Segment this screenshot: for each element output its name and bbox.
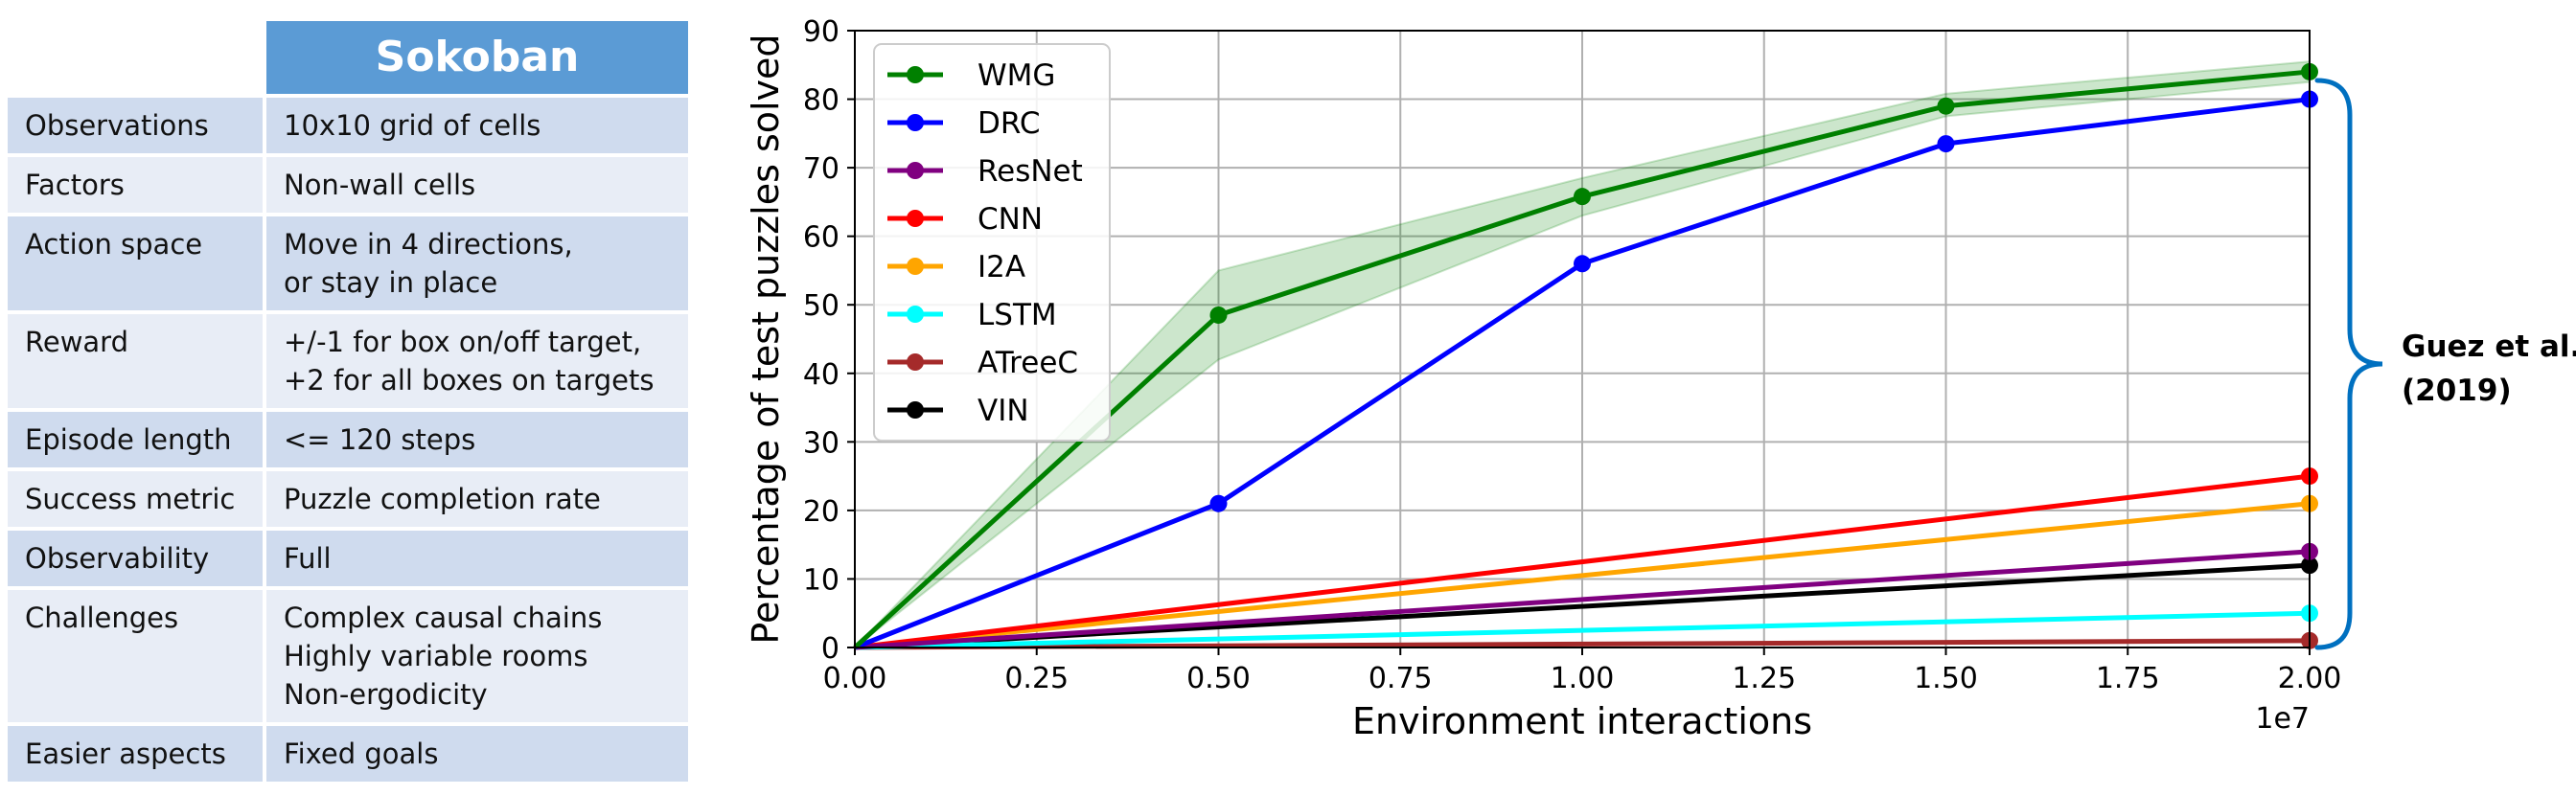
x-tick-label: 1.00 <box>1551 662 1615 695</box>
legend-label: LSTM <box>978 298 1057 332</box>
y-tick-label: 10 <box>803 563 840 597</box>
y-tick-label: 80 <box>803 84 840 118</box>
data-point <box>1574 188 1591 206</box>
row-label: Observability <box>8 531 263 586</box>
series-line <box>854 501 2311 650</box>
table-row: Easier aspects Fixed goals <box>8 726 688 782</box>
x-tick-label: 0.00 <box>823 662 887 695</box>
table-row: Success metric Puzzle completion rate <box>8 471 688 527</box>
data-point <box>1574 255 1591 273</box>
row-label: Observations <box>8 98 263 153</box>
x-tick-label: 0.75 <box>1368 662 1433 695</box>
x-axis-offset-label: 1e7 <box>2255 702 2310 736</box>
legend-swatch-marker <box>907 258 924 275</box>
series-line <box>854 638 2311 650</box>
table-row: Reward +/-1 for box on/off target, +2 for… <box>8 314 688 408</box>
data-point <box>1209 306 1228 324</box>
row-value: Complex causal chains Highly variable ro… <box>266 590 688 722</box>
y-tick-label: 50 <box>803 289 840 323</box>
annotation-line1: Guez et al. <box>2402 329 2576 364</box>
legend-label: VIN <box>978 394 1029 428</box>
guez-annotation: Guez et al. (2019) <box>2314 78 2576 650</box>
legend-label: ATreeC <box>978 346 1078 380</box>
legend-label: DRC <box>978 106 1041 141</box>
legend-box <box>873 43 1111 442</box>
data-point <box>1937 135 1955 153</box>
y-tick-label: 0 <box>821 632 840 666</box>
legend-label: CNN <box>978 202 1043 237</box>
series-i2a <box>854 494 2318 650</box>
table-title: Sokoban <box>266 21 688 94</box>
table-row: Action space Move in 4 directions, or sta… <box>8 216 688 310</box>
row-value: +/-1 for box on/off target, +2 for all b… <box>266 314 688 408</box>
table-header-row: Sokoban <box>8 21 688 94</box>
x-axis-label: Environment interactions <box>1352 700 1812 742</box>
legend-swatch-marker <box>907 210 924 227</box>
y-axis-label: Percentage of test puzzles solved <box>745 34 787 644</box>
y-tick-label: 90 <box>803 15 840 49</box>
axis-ticks: 0.00 0.25 0.50 0.75 1.00 1.25 1.50 1.75 2.00 0 10 2… <box>803 15 2342 695</box>
y-tick-label: 70 <box>803 152 840 186</box>
legend-label: ResNet <box>978 154 1083 189</box>
row-value: <= 120 steps <box>266 412 688 467</box>
table-row: Observations 10x10 grid of cells <box>8 98 688 153</box>
legend-swatch-marker <box>907 66 924 83</box>
row-label: Action space <box>8 216 263 310</box>
legend-swatch-marker <box>907 114 924 131</box>
y-tick-label: 20 <box>803 495 840 529</box>
sokoban-properties-panel: Sokoban Observations 10x10 grid of cells F… <box>8 17 688 785</box>
table-row: Observability Full <box>8 531 688 586</box>
y-tick-label: 30 <box>803 426 840 460</box>
row-value: Non-wall cells <box>266 157 688 213</box>
table-row: Factors Non-wall cells <box>8 157 688 213</box>
data-point <box>1937 97 1955 115</box>
row-label: Factors <box>8 157 263 213</box>
row-label: Reward <box>8 314 263 408</box>
row-value: Puzzle completion rate <box>266 471 688 527</box>
series-line <box>854 473 2311 650</box>
legend-label: I2A <box>978 250 1025 284</box>
series-drc <box>854 90 2318 650</box>
legend-swatch-marker <box>907 306 924 323</box>
series-line <box>854 549 2311 650</box>
row-value: Full <box>266 531 688 586</box>
row-value: Fixed goals <box>266 726 688 782</box>
brace-shape <box>2314 78 2383 650</box>
table-row: Challenges Complex causal chains Highly v… <box>8 590 688 722</box>
legend-label: WMG <box>978 58 1055 93</box>
y-tick-label: 40 <box>803 358 840 392</box>
row-value: Move in 4 directions, or stay in place <box>266 216 688 310</box>
x-tick-label: 0.25 <box>1004 662 1069 695</box>
row-value: 10x10 grid of cells <box>266 98 688 153</box>
table-row: Episode length <= 120 steps <box>8 412 688 467</box>
x-tick-label: 2.00 <box>2278 662 2342 695</box>
x-tick-label: 1.25 <box>1732 662 1796 695</box>
row-label: Easier aspects <box>8 726 263 782</box>
x-tick-label: 1.50 <box>1914 662 1978 695</box>
legend-swatch-marker <box>907 162 924 179</box>
legend-swatch-marker <box>907 353 924 371</box>
data-point <box>1209 494 1228 512</box>
y-tick-label: 60 <box>803 221 840 255</box>
annotation-line2: (2019) <box>2402 374 2512 408</box>
x-tick-label: 1.75 <box>2096 662 2160 695</box>
legend-swatch-marker <box>907 401 924 419</box>
row-label: Episode length <box>8 412 263 467</box>
series-line <box>854 610 2311 650</box>
row-label: Success metric <box>8 471 263 527</box>
x-tick-label: 0.50 <box>1186 662 1251 695</box>
row-label: Challenges <box>8 590 263 722</box>
legend: WMG DRC ResNet CNN I2A LSTM ATreeC VIN <box>873 43 1111 442</box>
properties-table: Sokoban Observations 10x10 grid of cells F… <box>4 17 692 785</box>
